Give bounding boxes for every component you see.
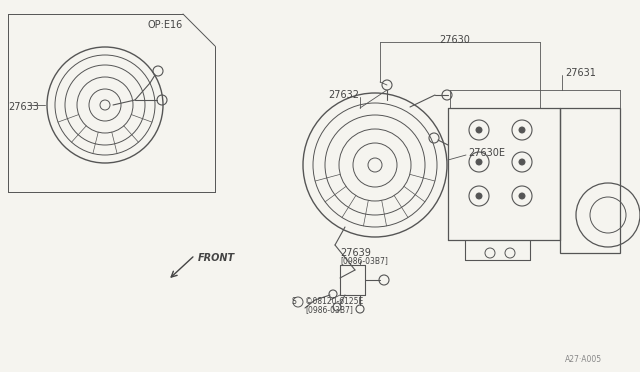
Text: ©08120-6125E: ©08120-6125E [305, 297, 364, 306]
Text: 27633: 27633 [8, 102, 39, 112]
Text: 27632: 27632 [328, 90, 359, 100]
Text: [0986-03B7]: [0986-03B7] [305, 305, 353, 314]
Circle shape [519, 159, 525, 165]
Text: 27639: 27639 [340, 248, 371, 258]
Circle shape [519, 127, 525, 133]
Circle shape [476, 193, 482, 199]
Text: A27·A005: A27·A005 [565, 355, 602, 364]
Text: FRONT: FRONT [198, 253, 235, 263]
Text: [0986-03B7]: [0986-03B7] [340, 256, 388, 265]
Text: OP:E16: OP:E16 [148, 20, 183, 30]
Text: 27631: 27631 [565, 68, 596, 78]
Circle shape [476, 159, 482, 165]
Bar [560, 108, 620, 253]
Text: 27630E: 27630E [468, 148, 505, 158]
Circle shape [476, 127, 482, 133]
Circle shape [519, 193, 525, 199]
Text: 27630: 27630 [440, 35, 470, 45]
Text: S: S [292, 298, 296, 307]
